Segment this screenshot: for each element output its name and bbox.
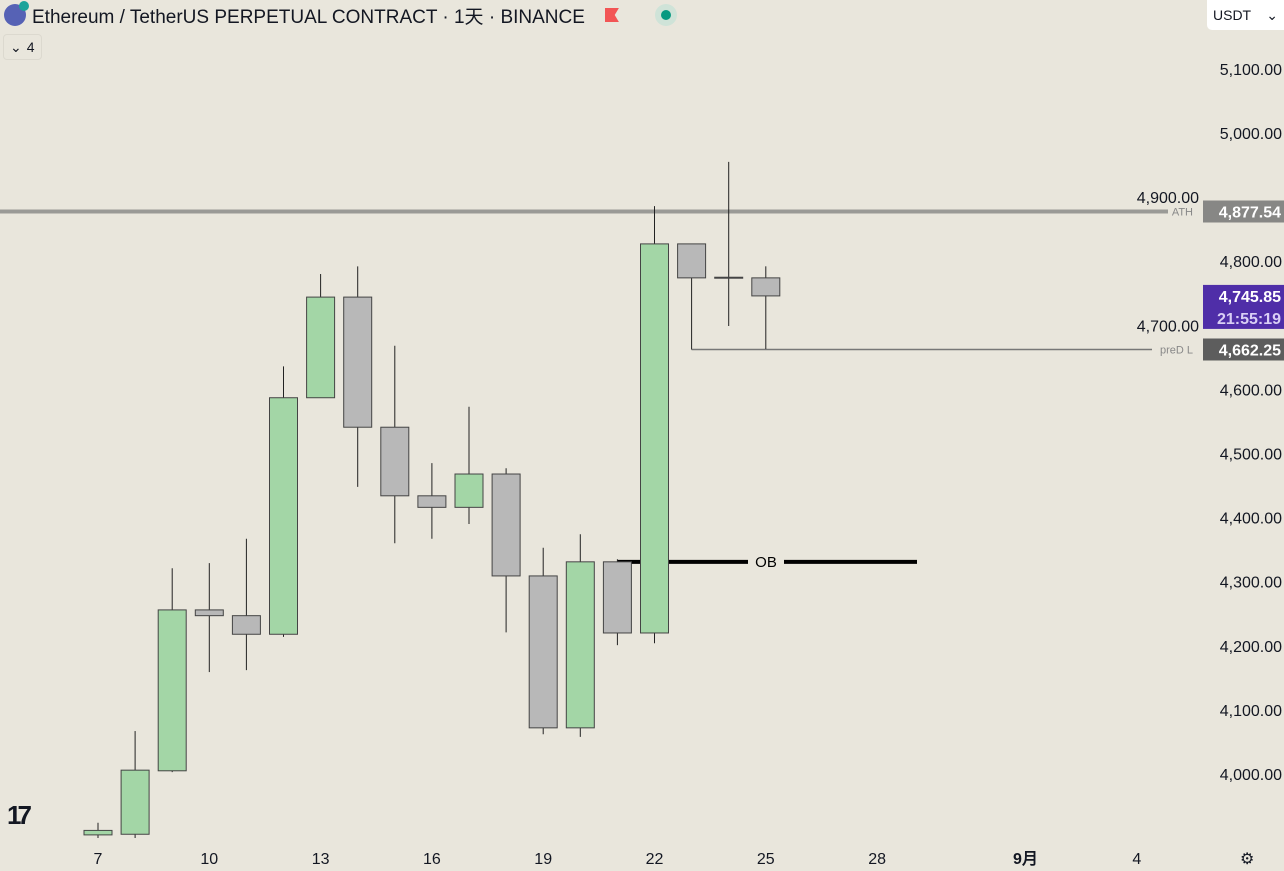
price-tick: 4,700.00 xyxy=(1137,318,1199,335)
ob-label: OB xyxy=(755,554,777,571)
time-tick: 19 xyxy=(534,851,552,868)
candle-body xyxy=(454,473,484,508)
price-tick: 4,100.00 xyxy=(1220,703,1282,720)
time-tick: 9月 xyxy=(1013,850,1038,868)
flag-icon[interactable] xyxy=(604,8,619,22)
ath-price-label: 4,877.54 xyxy=(1219,204,1281,221)
candle-body xyxy=(380,426,410,497)
candle-body xyxy=(602,561,632,634)
tradingview-logo: 17 xyxy=(7,800,32,830)
candle-body xyxy=(491,473,521,577)
currency-label: USDT xyxy=(1213,7,1252,23)
ath-price-label-bg xyxy=(1203,200,1284,223)
currency-select[interactable]: USDT ⌄ xyxy=(1207,0,1284,30)
candle-body xyxy=(83,829,113,836)
symbol-title[interactable]: Ethereum / TetherUS PERPETUAL CONTRACT ·… xyxy=(32,6,585,28)
time-tick: 10 xyxy=(200,851,218,868)
candle-body xyxy=(157,609,187,772)
symbol-header: Ethereum / TetherUS PERPETUAL CONTRACT ·… xyxy=(4,1,677,28)
price-tick: 5,100.00 xyxy=(1220,62,1282,79)
candle-body xyxy=(269,397,298,635)
plot-area: OB xyxy=(0,161,1168,838)
price-tick: 4,900.00 xyxy=(1137,190,1199,207)
candle-body xyxy=(677,243,707,279)
current-price-bg xyxy=(1203,284,1284,329)
ath-price-label-line-label: ATH xyxy=(1172,206,1193,218)
time-tick: 13 xyxy=(312,851,330,868)
candle-body xyxy=(194,609,224,617)
settings-icon[interactable]: ⚙ xyxy=(1240,851,1255,868)
price-tick: 4,600.00 xyxy=(1220,382,1282,399)
price-tick: 4,800.00 xyxy=(1220,254,1282,271)
candle-body xyxy=(120,769,150,835)
candle-body xyxy=(565,561,595,729)
candle-body xyxy=(714,276,744,279)
time-tick: 22 xyxy=(646,851,664,868)
current-price-label: 4,745.85 xyxy=(1219,289,1281,306)
price-tick: 4,300.00 xyxy=(1220,575,1282,592)
price-tick: 5,000.00 xyxy=(1220,126,1282,143)
price-tick: 4,000.00 xyxy=(1220,767,1282,784)
candle-countdown: 21:55:19 xyxy=(1217,311,1281,328)
chevron-down-icon: ⌄ xyxy=(10,38,22,55)
price-tick: 4,400.00 xyxy=(1220,511,1282,528)
market-status-icon[interactable] xyxy=(654,4,677,26)
chevron-down-icon: ⌄ xyxy=(1266,6,1278,23)
ethereum-icon xyxy=(4,1,29,26)
time-tick: 4 xyxy=(1132,851,1141,868)
pred-low-price-label-bg xyxy=(1203,338,1284,361)
time-tick: 16 xyxy=(423,851,441,868)
price-tick: 4,500.00 xyxy=(1220,447,1282,464)
candle-body xyxy=(751,277,781,297)
time-tick: 25 xyxy=(757,851,775,868)
time-tick: 7 xyxy=(94,851,103,868)
time-tick: 28 xyxy=(868,851,886,868)
candle-body xyxy=(343,296,373,428)
pred-low-price-label-line-label: preD L xyxy=(1160,344,1193,356)
pred-low-price-label: 4,662.25 xyxy=(1219,342,1281,359)
price-tick: 4,200.00 xyxy=(1220,639,1282,656)
candle-body xyxy=(417,495,447,508)
candle-body xyxy=(528,575,558,729)
candle-body xyxy=(640,243,669,634)
candle-body xyxy=(306,296,336,399)
indicators-toggle[interactable]: ⌄ 4 xyxy=(3,34,42,60)
indicator-count: 4 xyxy=(26,39,35,55)
candle-body xyxy=(231,615,261,635)
